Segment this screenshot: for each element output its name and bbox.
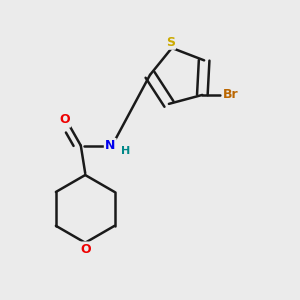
Text: Br: Br <box>223 88 239 101</box>
Text: O: O <box>80 243 91 256</box>
Text: O: O <box>59 113 70 127</box>
Text: S: S <box>166 36 175 49</box>
Text: H: H <box>121 146 130 157</box>
Text: N: N <box>105 139 116 152</box>
